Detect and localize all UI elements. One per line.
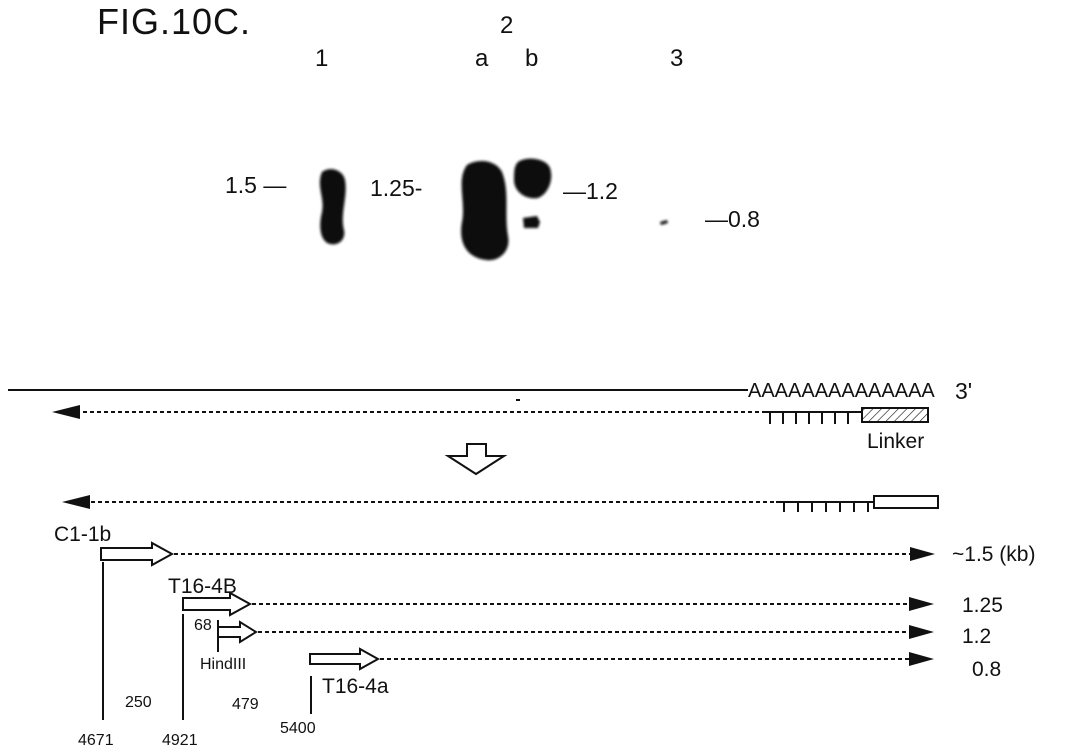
position-5400: 5400 — [280, 720, 316, 737]
product-arrowhead-3 — [909, 625, 934, 639]
size-marker-1-25: 1.25- — [370, 175, 423, 201]
label-68: 68 — [194, 617, 212, 634]
primer-arrow-t16-4a — [309, 647, 381, 671]
primer-t16-4b: T16-4B — [168, 575, 237, 598]
position-4671: 4671 — [78, 732, 114, 749]
product-arrowhead-1 — [910, 547, 935, 561]
oligo-dt-ticks-2 — [783, 502, 869, 512]
product-size-0-8: 0.8 — [972, 658, 1002, 681]
product-arrowhead-4 — [909, 652, 934, 666]
position-4921: 4921 — [162, 732, 198, 749]
down-arrow-icon — [444, 443, 508, 476]
band-lane-3-faint — [660, 220, 668, 225]
size-marker-1-5: 1.5 — — [225, 172, 287, 198]
cdna-arrowhead-1 — [52, 405, 80, 419]
band-lane-2b-upper — [514, 158, 552, 199]
oligo-dt-ticks-1 — [769, 412, 849, 424]
product-size-1-2: 1.2 — [962, 625, 992, 648]
distance-479: 479 — [232, 696, 259, 713]
linker-box-1 — [861, 407, 929, 423]
primer-c1-1b: C1-1b — [54, 523, 112, 546]
primer-t16-4a: T16-4a — [322, 675, 389, 698]
size-marker-1-2: —1.2 — [563, 178, 618, 204]
size-marker-0-8: —0.8 — [705, 206, 760, 232]
distance-250: 250 — [125, 694, 152, 711]
primer-arrow-t16-4b — [182, 591, 253, 617]
product-size-1-25: 1.25 — [962, 594, 1003, 617]
primer-arrow-hindiii — [217, 620, 258, 644]
sublane-label-b: b — [525, 45, 539, 72]
lane-label-3: 3 — [670, 45, 684, 72]
linker-label: Linker — [867, 430, 925, 453]
lane-label-1: 1 — [315, 45, 329, 72]
band-lane-2a — [461, 160, 509, 261]
primer-arrow-c1-1b — [100, 541, 175, 567]
polya-tail: AAAAAAAAAAAAAA — [748, 380, 935, 402]
band-lane-2b-lower — [523, 216, 540, 228]
linker-box-2 — [873, 495, 939, 509]
band-lane-1 — [319, 169, 346, 245]
label-hindiii: HindIII — [200, 656, 247, 673]
figure-title: FIG.10C. — [97, 1, 252, 42]
product-size-1-5: ~1.5 (kb) — [952, 543, 1036, 566]
three-prime-label: 3' — [955, 378, 973, 404]
product-arrowhead-2 — [909, 597, 934, 611]
sublane-label-a: a — [475, 45, 489, 72]
lane-label-2: 2 — [500, 12, 514, 39]
gel-bands — [319, 158, 668, 261]
cdna-arrowhead-2 — [62, 495, 90, 509]
